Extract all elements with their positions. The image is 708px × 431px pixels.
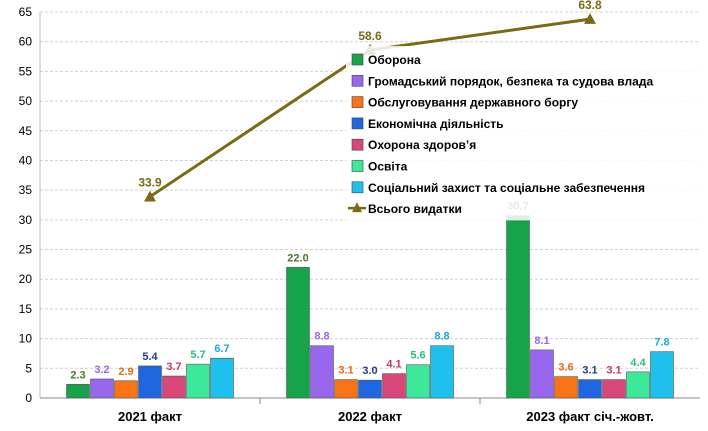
bar-data-label: 3.0: [362, 365, 377, 377]
bar-data-label: 3.1: [338, 365, 353, 377]
bar-data-label: 6.7: [214, 343, 229, 355]
bar-data-label: 8.1: [534, 335, 549, 347]
legend-swatch: [351, 160, 364, 172]
legend-swatch: [351, 117, 364, 130]
legend: Оборона Громадський порядок, безпека та с…: [346, 46, 700, 221]
total-line-label: 63.8: [578, 0, 602, 12]
x-tick-label: 2023 факт січ.-жовт.: [526, 409, 653, 424]
bar-data-label: 8.8: [314, 331, 329, 343]
bar-data-label: 4.1: [386, 359, 401, 371]
y-tick-label: 40: [19, 153, 33, 167]
legend-label: Громадський порядок, безпека та судова в…: [368, 74, 653, 88]
y-tick-label: 5: [25, 361, 32, 375]
bar-data-label: 3.2: [94, 364, 109, 376]
bar-data-label: 3.7: [166, 361, 181, 373]
legend-label: Освіта: [368, 160, 408, 174]
legend-swatch: [351, 53, 364, 66]
legend-background: [346, 46, 700, 221]
bar: [210, 357, 234, 399]
bar: [138, 365, 162, 399]
bar: [626, 371, 650, 399]
bar-data-label: 5.7: [190, 349, 205, 361]
total-line-marker: [144, 190, 156, 202]
legend-swatch: [351, 138, 364, 151]
x-tick-label: 2021 факт: [118, 409, 182, 424]
bar: [530, 349, 554, 399]
total-line-marker: [584, 13, 596, 24]
total-line-label: 33.9: [138, 176, 162, 190]
bar-data-label: 4.4: [630, 357, 646, 369]
bar-data-label: 5.4: [142, 351, 158, 363]
bar: [90, 378, 114, 399]
bar: [358, 379, 382, 399]
x-axis: 2021 факт 2022 факт 2023 факт січ.-жовт.: [118, 398, 654, 424]
bar: [554, 376, 578, 399]
bar: [430, 345, 454, 399]
legend-label: Охорона здоров’я: [368, 138, 476, 152]
legend-label: Оборона: [368, 53, 421, 67]
bar-data-label: 3.1: [606, 365, 621, 377]
legend-label: Обслуговування державного боргу: [368, 96, 578, 110]
bar-data-label: 2.9: [118, 366, 133, 378]
y-tick-label: 25: [19, 243, 33, 257]
y-axis: 0 5 10 15 20 25 30 35 40 45 50 55 60 65: [19, 5, 33, 405]
bar-data-labels: 2.3 3.2 2.9 5.4 3.7 5.7 6.7 22.0 8.8 3.1 3.0 4.1 5.6…: [70, 201, 669, 382]
y-tick-label: 0: [25, 391, 32, 405]
bar: [66, 384, 90, 399]
bar-data-label: 22.0: [287, 252, 308, 264]
x-tick-label: 2022 факт: [338, 409, 402, 424]
y-tick-label: 45: [19, 124, 33, 138]
bar: [506, 215, 530, 399]
bar-data-label: 2.3: [70, 369, 85, 381]
bar: [162, 375, 186, 399]
bar: [334, 379, 358, 399]
legend-label: Всього видатки: [368, 202, 462, 216]
y-tick-label: 60: [19, 35, 33, 49]
bar-data-label: 3.1: [582, 365, 597, 377]
bar: [310, 345, 334, 399]
y-tick-label: 35: [19, 183, 33, 197]
legend-swatch: [351, 181, 364, 194]
bar-data-label: 7.8: [654, 337, 669, 349]
y-tick-label: 55: [19, 64, 33, 78]
y-tick-label: 10: [19, 332, 33, 346]
bar-data-label: 5.6: [410, 350, 425, 362]
bar: [650, 351, 674, 399]
legend-swatch: [351, 75, 364, 87]
bar: [406, 364, 430, 399]
y-tick-label: 30: [19, 213, 33, 227]
y-tick-label: 20: [19, 272, 33, 286]
bar: [602, 379, 626, 399]
y-tick-label: 65: [19, 5, 33, 19]
bar-data-label: 8.8: [434, 331, 449, 343]
bar-data-label: 3.6: [558, 362, 573, 374]
total-line-label: 58.6: [358, 29, 382, 43]
legend-label: Соціальний захист та соціальне забезпече…: [368, 181, 645, 195]
bar: [382, 373, 406, 399]
bar: [114, 380, 138, 399]
bar: [186, 363, 210, 399]
bars: [66, 215, 674, 399]
y-tick-label: 15: [19, 302, 33, 316]
bar: [578, 379, 602, 399]
gridlines: [39, 11, 700, 399]
legend-line-marker: [352, 202, 362, 213]
y-tick-label: 50: [19, 94, 33, 108]
legend-label: Економічна діяльність: [368, 117, 504, 131]
bar: [286, 267, 310, 399]
legend-swatch: [351, 96, 364, 108]
